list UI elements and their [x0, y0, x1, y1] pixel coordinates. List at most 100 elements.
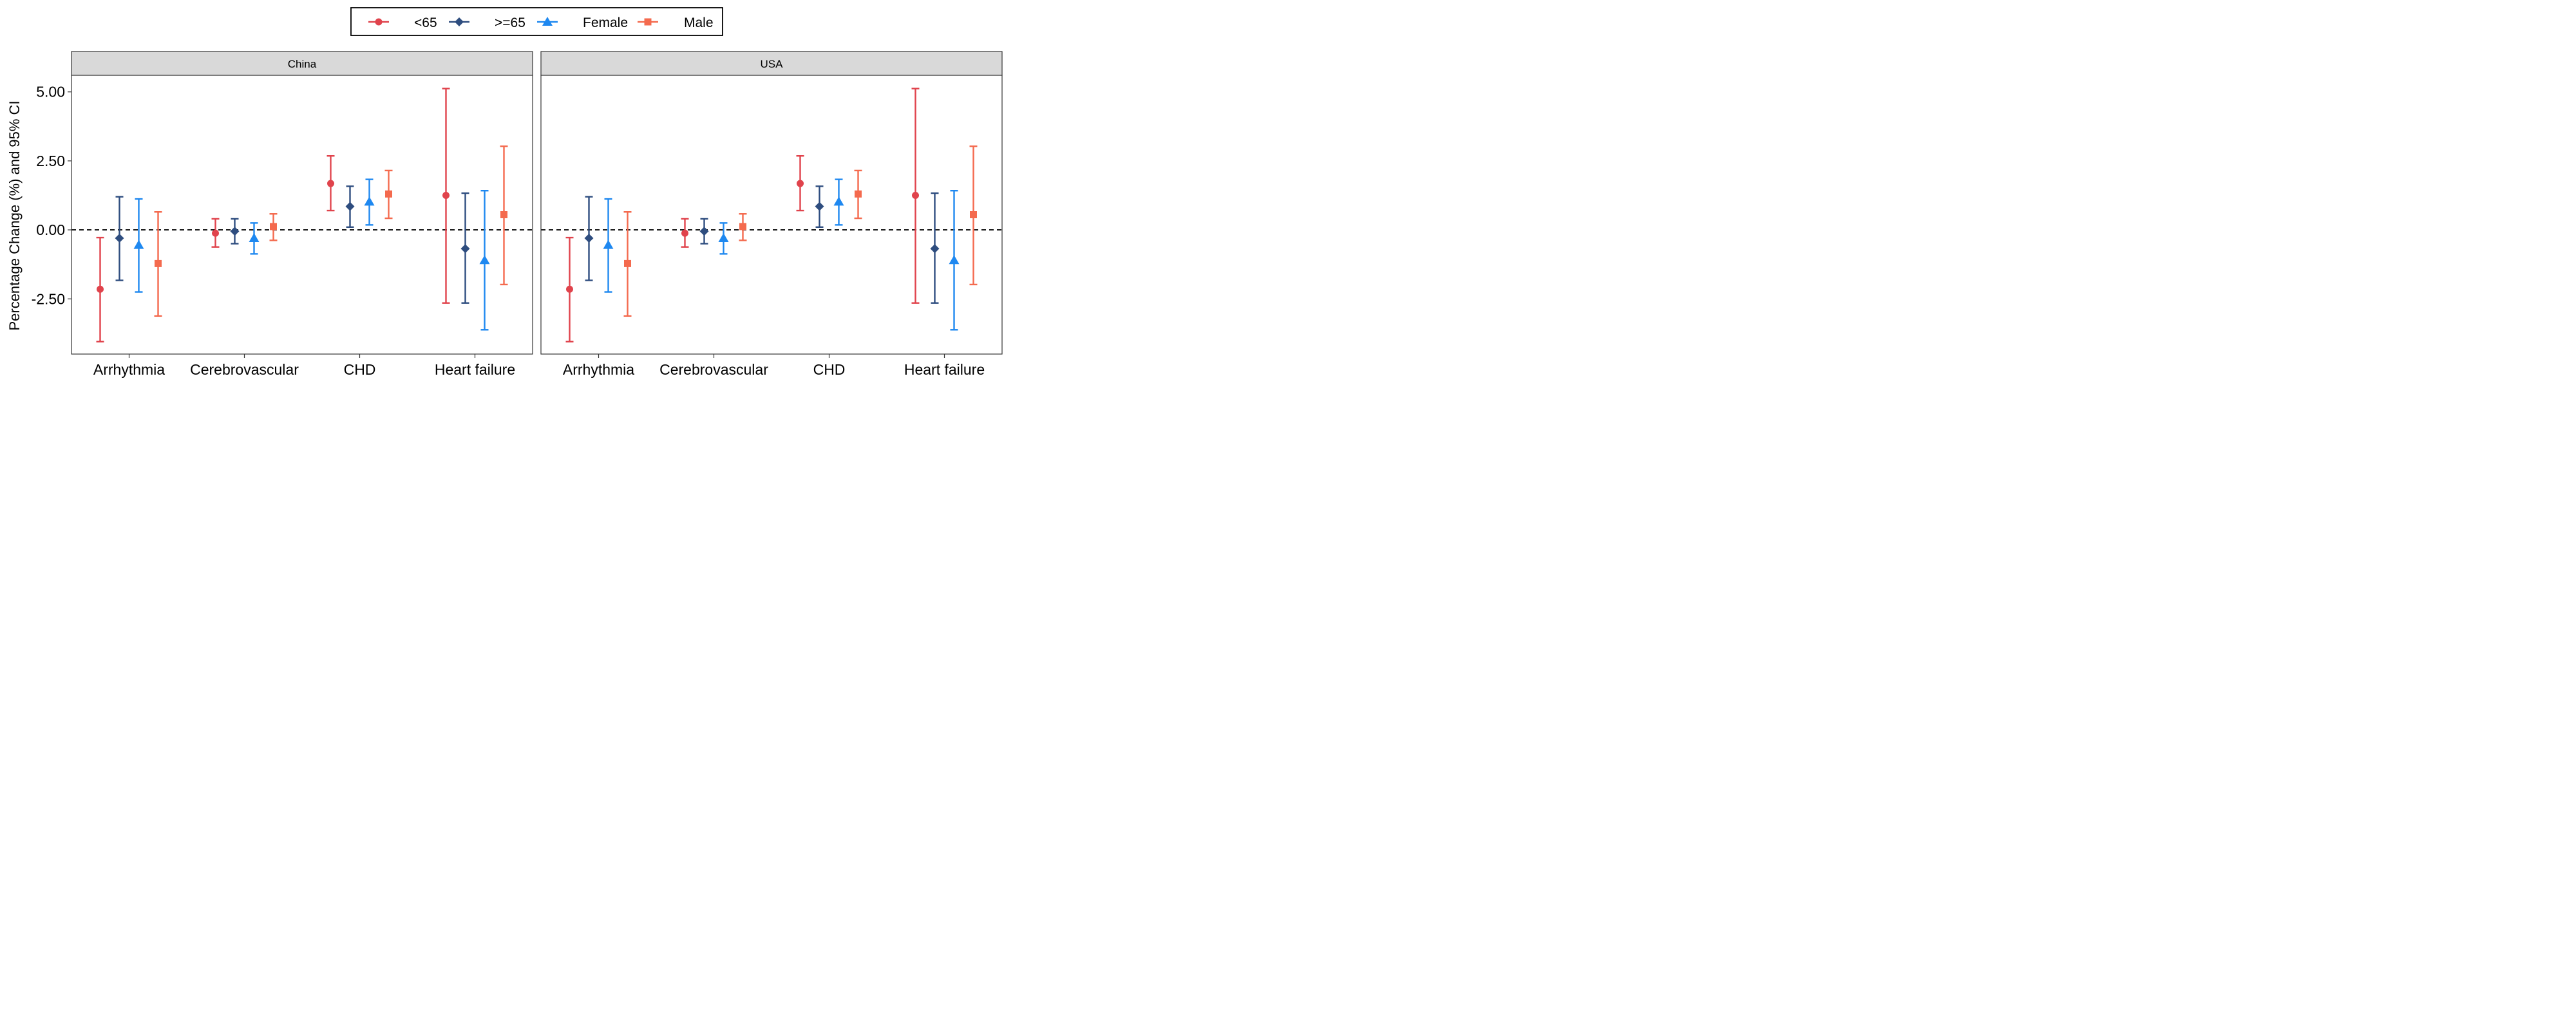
panel-strip — [540, 51, 1003, 76]
legend-label: <65 — [414, 15, 437, 30]
point-estimate-diamond — [699, 227, 709, 236]
legend-key-marker — [542, 17, 553, 26]
x-tick-label: CHD — [813, 361, 846, 378]
errorbar-Male-cerebrovascular — [739, 213, 747, 241]
point-estimate-square — [739, 223, 746, 230]
chart-svg: <65 >=65 Female Male China Arrhythmia Cerebro… — [6, 7, 1003, 378]
point-estimate-circle — [212, 229, 219, 237]
errorbar-<65-heart-failure — [911, 88, 920, 304]
legend-label: >=65 — [495, 15, 526, 30]
panel-usa: USA Arrhythmia Cerebrovascular CHD Heart fai… — [540, 51, 1003, 378]
errorbar-<65-cerebrovascular — [681, 218, 689, 248]
errorbar-Female-chd — [364, 178, 375, 226]
chart-figure: <65 >=65 Female Male China Arrhythmia Cerebro… — [0, 0, 1009, 404]
errorbar->=65-arrhythmia — [115, 196, 124, 281]
point-estimate-diamond — [930, 244, 940, 254]
x-tick-label: Arrhythmia — [93, 361, 165, 378]
point-estimate-triangle — [718, 232, 729, 242]
errorbar-<65-cerebrovascular — [211, 218, 220, 248]
point-estimate-triangle — [133, 239, 144, 249]
panel-strip-label: USA — [761, 58, 784, 70]
legend-key-marker — [375, 18, 383, 26]
point-estimate-diamond — [230, 227, 240, 236]
legend-label: Female — [583, 15, 628, 30]
errorbar-Male-chd — [384, 169, 393, 220]
x-tick-label: Heart failure — [904, 361, 985, 378]
errorbar->=65-chd — [345, 185, 355, 228]
point-estimate-square — [624, 259, 631, 267]
errorbar-<65-heart-failure — [442, 88, 450, 304]
errorbar-Male-heart-failure — [969, 145, 978, 286]
errorbar-<65-chd — [327, 154, 335, 212]
x-tick-label: Cerebrovascular — [659, 361, 768, 378]
point-estimate-triangle — [479, 255, 490, 265]
panel-strip-label: China — [288, 58, 317, 70]
legend: <65 >=65 Female Male — [350, 7, 723, 36]
errorbar-Male-arrhythmia — [154, 211, 162, 317]
x-tick-label: Cerebrovascular — [190, 361, 299, 378]
errorbar->=65-arrhythmia — [584, 196, 594, 281]
errorbar->=65-cerebrovascular — [699, 218, 709, 245]
legend-key-<65 — [368, 18, 389, 26]
point-estimate-triangle — [603, 239, 614, 249]
point-estimate-square — [270, 223, 277, 230]
point-estimate-diamond — [584, 233, 594, 243]
errorbar->=65-heart-failure — [930, 192, 940, 304]
errorbar-Female-arrhythmia — [603, 198, 614, 293]
errorbar-Female-chd — [833, 178, 844, 226]
point-estimate-triangle — [949, 255, 960, 265]
errorbar-Female-cerebrovascular — [718, 222, 729, 255]
legend-key-marker — [455, 17, 464, 26]
y-axis-title: Percentage Change (%) and 95% CI — [6, 100, 23, 330]
y-tick-label: 5.00 — [36, 84, 65, 100]
plot-border — [540, 75, 1003, 355]
point-estimate-circle — [442, 191, 450, 199]
point-estimate-square — [155, 259, 162, 267]
panel-strip — [71, 51, 533, 76]
errorbar-Male-cerebrovascular — [269, 213, 278, 241]
errorbar-Male-arrhythmia — [623, 211, 632, 317]
legend-label: Male — [684, 15, 714, 30]
point-estimate-circle — [912, 191, 919, 199]
x-tick-label: CHD — [344, 361, 376, 378]
point-estimate-triangle — [364, 196, 375, 206]
legend-box — [350, 7, 723, 36]
errorbar-<65-chd — [796, 154, 804, 212]
y-tick-label: 0.00 — [36, 221, 65, 238]
point-estimate-circle — [797, 180, 804, 187]
plot-area — [71, 75, 533, 354]
point-estimate-diamond — [460, 244, 470, 254]
plot-area — [541, 75, 1002, 354]
errorbar-<65-arrhythmia — [96, 236, 104, 342]
legend-key-marker — [644, 18, 652, 26]
errorbar-<65-arrhythmia — [565, 236, 574, 342]
errorbar-Female-cerebrovascular — [249, 222, 260, 255]
y-tick-label: -2.50 — [32, 290, 65, 307]
point-estimate-circle — [97, 285, 104, 293]
point-estimate-diamond — [815, 201, 824, 211]
errorbar-Female-heart-failure — [479, 190, 490, 331]
point-estimate-diamond — [115, 233, 124, 243]
point-estimate-circle — [327, 180, 334, 187]
errorbar-Male-heart-failure — [500, 145, 508, 286]
point-estimate-circle — [681, 229, 688, 237]
panel-china: China Arrhythmia Cerebrovascular CHD Heart f… — [32, 51, 533, 378]
point-estimate-circle — [566, 285, 573, 293]
x-tick-label: Arrhythmia — [563, 361, 634, 378]
legend-key-Female — [537, 17, 558, 26]
point-estimate-square — [855, 190, 862, 198]
errorbar->=65-chd — [815, 185, 824, 228]
errorbar-Female-arrhythmia — [133, 198, 144, 293]
panels: China Arrhythmia Cerebrovascular CHD Heart f… — [32, 51, 1003, 378]
legend-key->=65 — [449, 17, 469, 26]
errorbar->=65-heart-failure — [460, 192, 470, 304]
plot-border — [71, 75, 533, 355]
legend-key-Male — [638, 18, 658, 26]
point-estimate-triangle — [249, 232, 260, 242]
x-tick-label: Heart failure — [435, 361, 515, 378]
errorbar-Male-chd — [854, 169, 862, 220]
point-estimate-square — [385, 190, 392, 198]
point-estimate-triangle — [833, 196, 844, 206]
y-tick-label: 2.50 — [36, 153, 65, 169]
point-estimate-square — [970, 211, 977, 218]
